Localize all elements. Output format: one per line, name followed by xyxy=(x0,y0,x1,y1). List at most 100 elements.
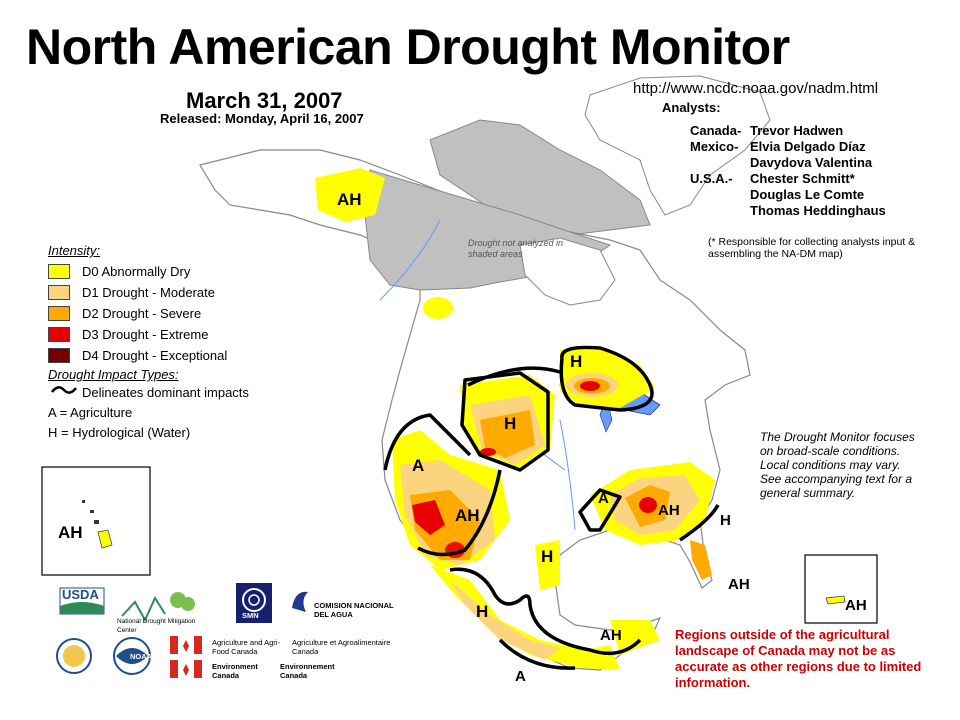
map-label-florida-ah: AH xyxy=(728,576,750,593)
legend-title: Intensity: xyxy=(48,243,101,258)
map-label-southeast-a: A xyxy=(598,490,609,507)
impact-line-west xyxy=(383,413,472,471)
commerce-seal xyxy=(56,638,92,674)
ndmc-logo-text: National Drought Mitigation Center xyxy=(117,618,196,634)
impact-line-southwest xyxy=(417,469,502,557)
river-mississippi xyxy=(559,419,576,531)
impact-line-mexico xyxy=(449,567,642,656)
map-label-yucatan: AH xyxy=(600,627,622,644)
release-date: Released: Monday, April 16, 2007 xyxy=(160,111,364,126)
hudson-bay xyxy=(519,237,616,306)
impact-line-plains xyxy=(460,371,550,472)
usda-logo xyxy=(59,587,105,615)
legend-swatch-d3 xyxy=(48,327,70,342)
legend-item-d2: D2 Drought - Severe xyxy=(48,306,201,321)
ec-english-text: Environment Canada xyxy=(212,662,258,680)
noaa-logo-text: NOAA xyxy=(130,652,153,661)
legend-label: D0 Abnormally Dry xyxy=(82,264,191,279)
analyst-name: Davydova Valentina xyxy=(750,155,873,170)
map-label-plains: H xyxy=(504,414,517,433)
puerto-rico-inset-frame xyxy=(804,554,878,624)
mexico-d0 xyxy=(430,565,620,670)
legend-item-d1: D1 Drought - Moderate xyxy=(48,285,215,300)
map-date: March 31, 2007 xyxy=(186,88,343,113)
legend-label: D2 Drought - Severe xyxy=(82,306,202,321)
legend-swatch-d2 xyxy=(48,306,70,321)
canada-flag-ec xyxy=(170,660,202,678)
map-label-alaska: AH xyxy=(337,190,362,209)
aafc-english-text: Agriculture and Agri-Food Canada xyxy=(212,638,280,656)
map-label-mexico-s: A xyxy=(515,668,526,685)
legend-item-d4: D4 Drought - Exceptional xyxy=(48,348,227,363)
impact-hydrological-label: H = Hydrological (Water) xyxy=(48,425,191,440)
legend-item-d0: D0 Abnormally Dry xyxy=(48,264,190,279)
legend-label: D1 Drought - Moderate xyxy=(82,285,215,300)
map-label-great-lakes: H xyxy=(570,352,583,371)
analyst-name: Elvia Delgado Díaz xyxy=(750,139,866,154)
map-label-puerto-rico: AH xyxy=(845,597,867,614)
conagua-logo-text: COMISION NACIONAL DEL AGUA xyxy=(314,601,394,619)
map-label-west: A xyxy=(412,456,425,475)
analyst-name: Trevor Hadwen xyxy=(750,123,844,138)
canada-flag-aafc xyxy=(170,636,202,654)
impact-line-great-lakes xyxy=(559,345,654,412)
map-label-southwest: AH xyxy=(455,506,480,525)
impact-line-legend-icon xyxy=(51,386,77,394)
source-url[interactable]: http://www.ncdc.noaa.gov/nadm.html xyxy=(633,80,879,97)
impact-line-southeast-ah xyxy=(679,504,720,542)
southeast-d3 xyxy=(639,497,657,513)
legend-swatch-d0 xyxy=(48,264,70,279)
puerto-rico-island xyxy=(825,595,846,605)
broad-scale-note: The Drought Monitor focuses on broad-sca… xyxy=(760,430,915,500)
ec-french-text: Environnement Canada xyxy=(280,662,335,680)
florida-d1 xyxy=(690,540,712,580)
map-label-south-texas: H xyxy=(541,547,554,566)
legend-swatch-d4 xyxy=(48,348,70,363)
map-label-southeast-ah: AH xyxy=(658,502,680,519)
analyst-footnote: (* Responsible for collecting analysts i… xyxy=(708,236,916,260)
west-d3 xyxy=(412,500,445,535)
analyst-country: Canada- xyxy=(690,123,742,138)
canada-accuracy-warning: Regions outside of the agricultural land… xyxy=(675,627,922,690)
texas-d0 xyxy=(535,540,560,590)
analyst-name: Chester Schmitt* xyxy=(750,171,855,186)
analyst-name: Thomas Heddinghaus xyxy=(750,203,886,218)
shaded-area-note: Drought not analyzed in shaded areas xyxy=(468,238,564,259)
mexico-d1 xyxy=(450,580,560,660)
smn-logo-text: SMN xyxy=(242,611,259,620)
legend-label: D4 Drought - Exceptional xyxy=(82,348,228,363)
ndmc-logo xyxy=(121,592,195,623)
map-label-hawaii: AH xyxy=(58,523,83,542)
hawaii-islands xyxy=(82,500,113,549)
arctic-islands-shaded xyxy=(429,119,651,236)
river-mackenzie xyxy=(379,219,441,301)
impact-line-southeast xyxy=(578,488,622,532)
smn-logo xyxy=(236,583,272,623)
impact-line-label: Delineates dominant impacts xyxy=(82,385,249,400)
page-title: North American Drought Monitor xyxy=(26,19,790,75)
legend-swatch-d1 xyxy=(48,285,70,300)
greenland-landmass xyxy=(584,75,771,216)
impact-types-title: Drought Impact Types: xyxy=(48,367,179,382)
aafc-french-text: Agriculture et Agroalimentaire Canada xyxy=(292,638,391,656)
great-lakes-d3 xyxy=(580,381,600,391)
yucatan-d0 xyxy=(610,620,660,655)
impact-line-canada xyxy=(467,366,561,387)
usda-logo-text: USDA xyxy=(62,587,99,602)
map-label-mexico-w: H xyxy=(476,602,489,621)
plains-d2 xyxy=(480,410,535,458)
legend-label: D3 Drought - Extreme xyxy=(82,327,209,342)
conagua-logo xyxy=(292,591,308,612)
analyst-country: Mexico- xyxy=(690,139,739,154)
canada-d0-spot xyxy=(423,297,453,319)
impact-line-mexico-s xyxy=(498,638,576,670)
map-label-florida-h: H xyxy=(720,512,731,529)
analyst-name: Douglas Le Comte xyxy=(750,187,865,202)
analyst-country: U.S.A.- xyxy=(690,171,733,186)
impact-agriculture-label: A = Agriculture xyxy=(48,405,133,420)
noaa-logo xyxy=(113,637,151,675)
alaska-d0 xyxy=(315,168,385,222)
plains-d3 xyxy=(480,448,496,456)
legend-item-d3: D3 Drought - Extreme xyxy=(48,327,208,342)
